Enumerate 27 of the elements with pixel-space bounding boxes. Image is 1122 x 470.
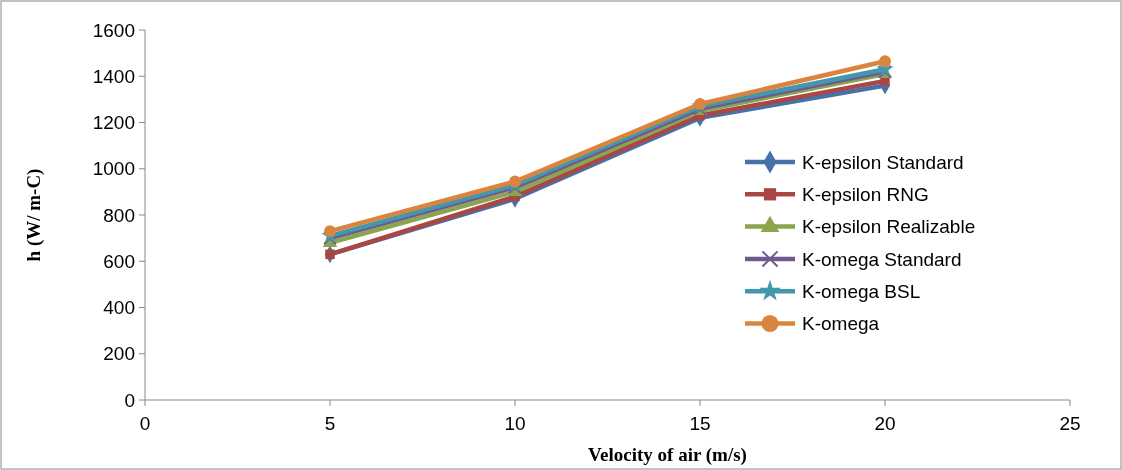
- legend-label: K-epsilon RNG: [802, 183, 929, 205]
- y-tick-label: 600: [103, 250, 135, 272]
- y-tick-label: 1200: [92, 112, 135, 134]
- point: [879, 55, 891, 68]
- legend-label: K-epsilon Standard: [802, 151, 964, 173]
- x-tick-label: 25: [1059, 413, 1081, 434]
- y-tick-label: 1600: [92, 19, 135, 41]
- y-tick-label: 1400: [92, 65, 135, 87]
- point: [509, 175, 521, 188]
- y-axis-title: h (W/ m-C): [23, 168, 45, 262]
- y-tick-label: 400: [103, 297, 135, 319]
- y-tick-label: 800: [103, 204, 135, 226]
- legend-label: K-omega: [802, 313, 880, 335]
- x-tick-label: 15: [689, 413, 711, 434]
- legend-label: K-omega Standard: [802, 248, 962, 270]
- y-tick-label: 1000: [92, 158, 135, 180]
- x-tick-label: 10: [504, 413, 526, 434]
- x-axis-title: Velocity of air (m/s): [588, 444, 747, 466]
- legend-label: K-omega BSL: [802, 280, 921, 302]
- legend-label: K-epsilon Realizable: [802, 216, 976, 238]
- x-tick-label: 5: [324, 413, 336, 434]
- x-tick-label: 20: [874, 413, 896, 434]
- y-tick-label: 200: [103, 343, 135, 365]
- point: [325, 249, 335, 260]
- y-tick-label: 0: [124, 389, 135, 411]
- point: [324, 225, 336, 238]
- x-tick-label: 0: [139, 413, 151, 434]
